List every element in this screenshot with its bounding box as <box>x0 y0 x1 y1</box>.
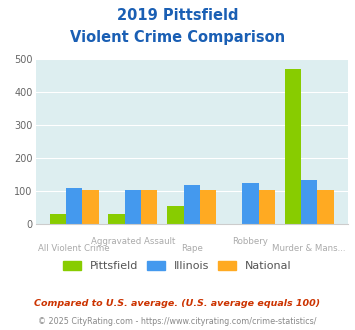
Text: Rape: Rape <box>181 244 203 253</box>
Text: 2019 Pittsfield: 2019 Pittsfield <box>117 8 238 23</box>
Bar <box>141 190 157 224</box>
Bar <box>82 190 99 224</box>
Bar <box>242 183 259 224</box>
Bar <box>184 185 200 224</box>
Bar <box>66 188 82 224</box>
Text: Robbery: Robbery <box>233 237 268 246</box>
Bar <box>301 180 317 224</box>
Bar <box>317 190 334 224</box>
Text: © 2025 CityRating.com - https://www.cityrating.com/crime-statistics/: © 2025 CityRating.com - https://www.city… <box>38 317 317 326</box>
Text: Murder & Mans...: Murder & Mans... <box>273 244 346 253</box>
Bar <box>200 190 216 224</box>
Bar <box>259 190 275 224</box>
Text: All Violent Crime: All Violent Crime <box>38 244 110 253</box>
Text: Violent Crime Comparison: Violent Crime Comparison <box>70 30 285 45</box>
Bar <box>125 190 141 224</box>
Text: Aggravated Assault: Aggravated Assault <box>91 237 175 246</box>
Legend: Pittsfield, Illinois, National: Pittsfield, Illinois, National <box>61 258 294 273</box>
Bar <box>285 69 301 224</box>
Bar <box>167 206 184 224</box>
Bar <box>50 214 66 224</box>
Bar <box>109 214 125 224</box>
Text: Compared to U.S. average. (U.S. average equals 100): Compared to U.S. average. (U.S. average … <box>34 299 321 308</box>
